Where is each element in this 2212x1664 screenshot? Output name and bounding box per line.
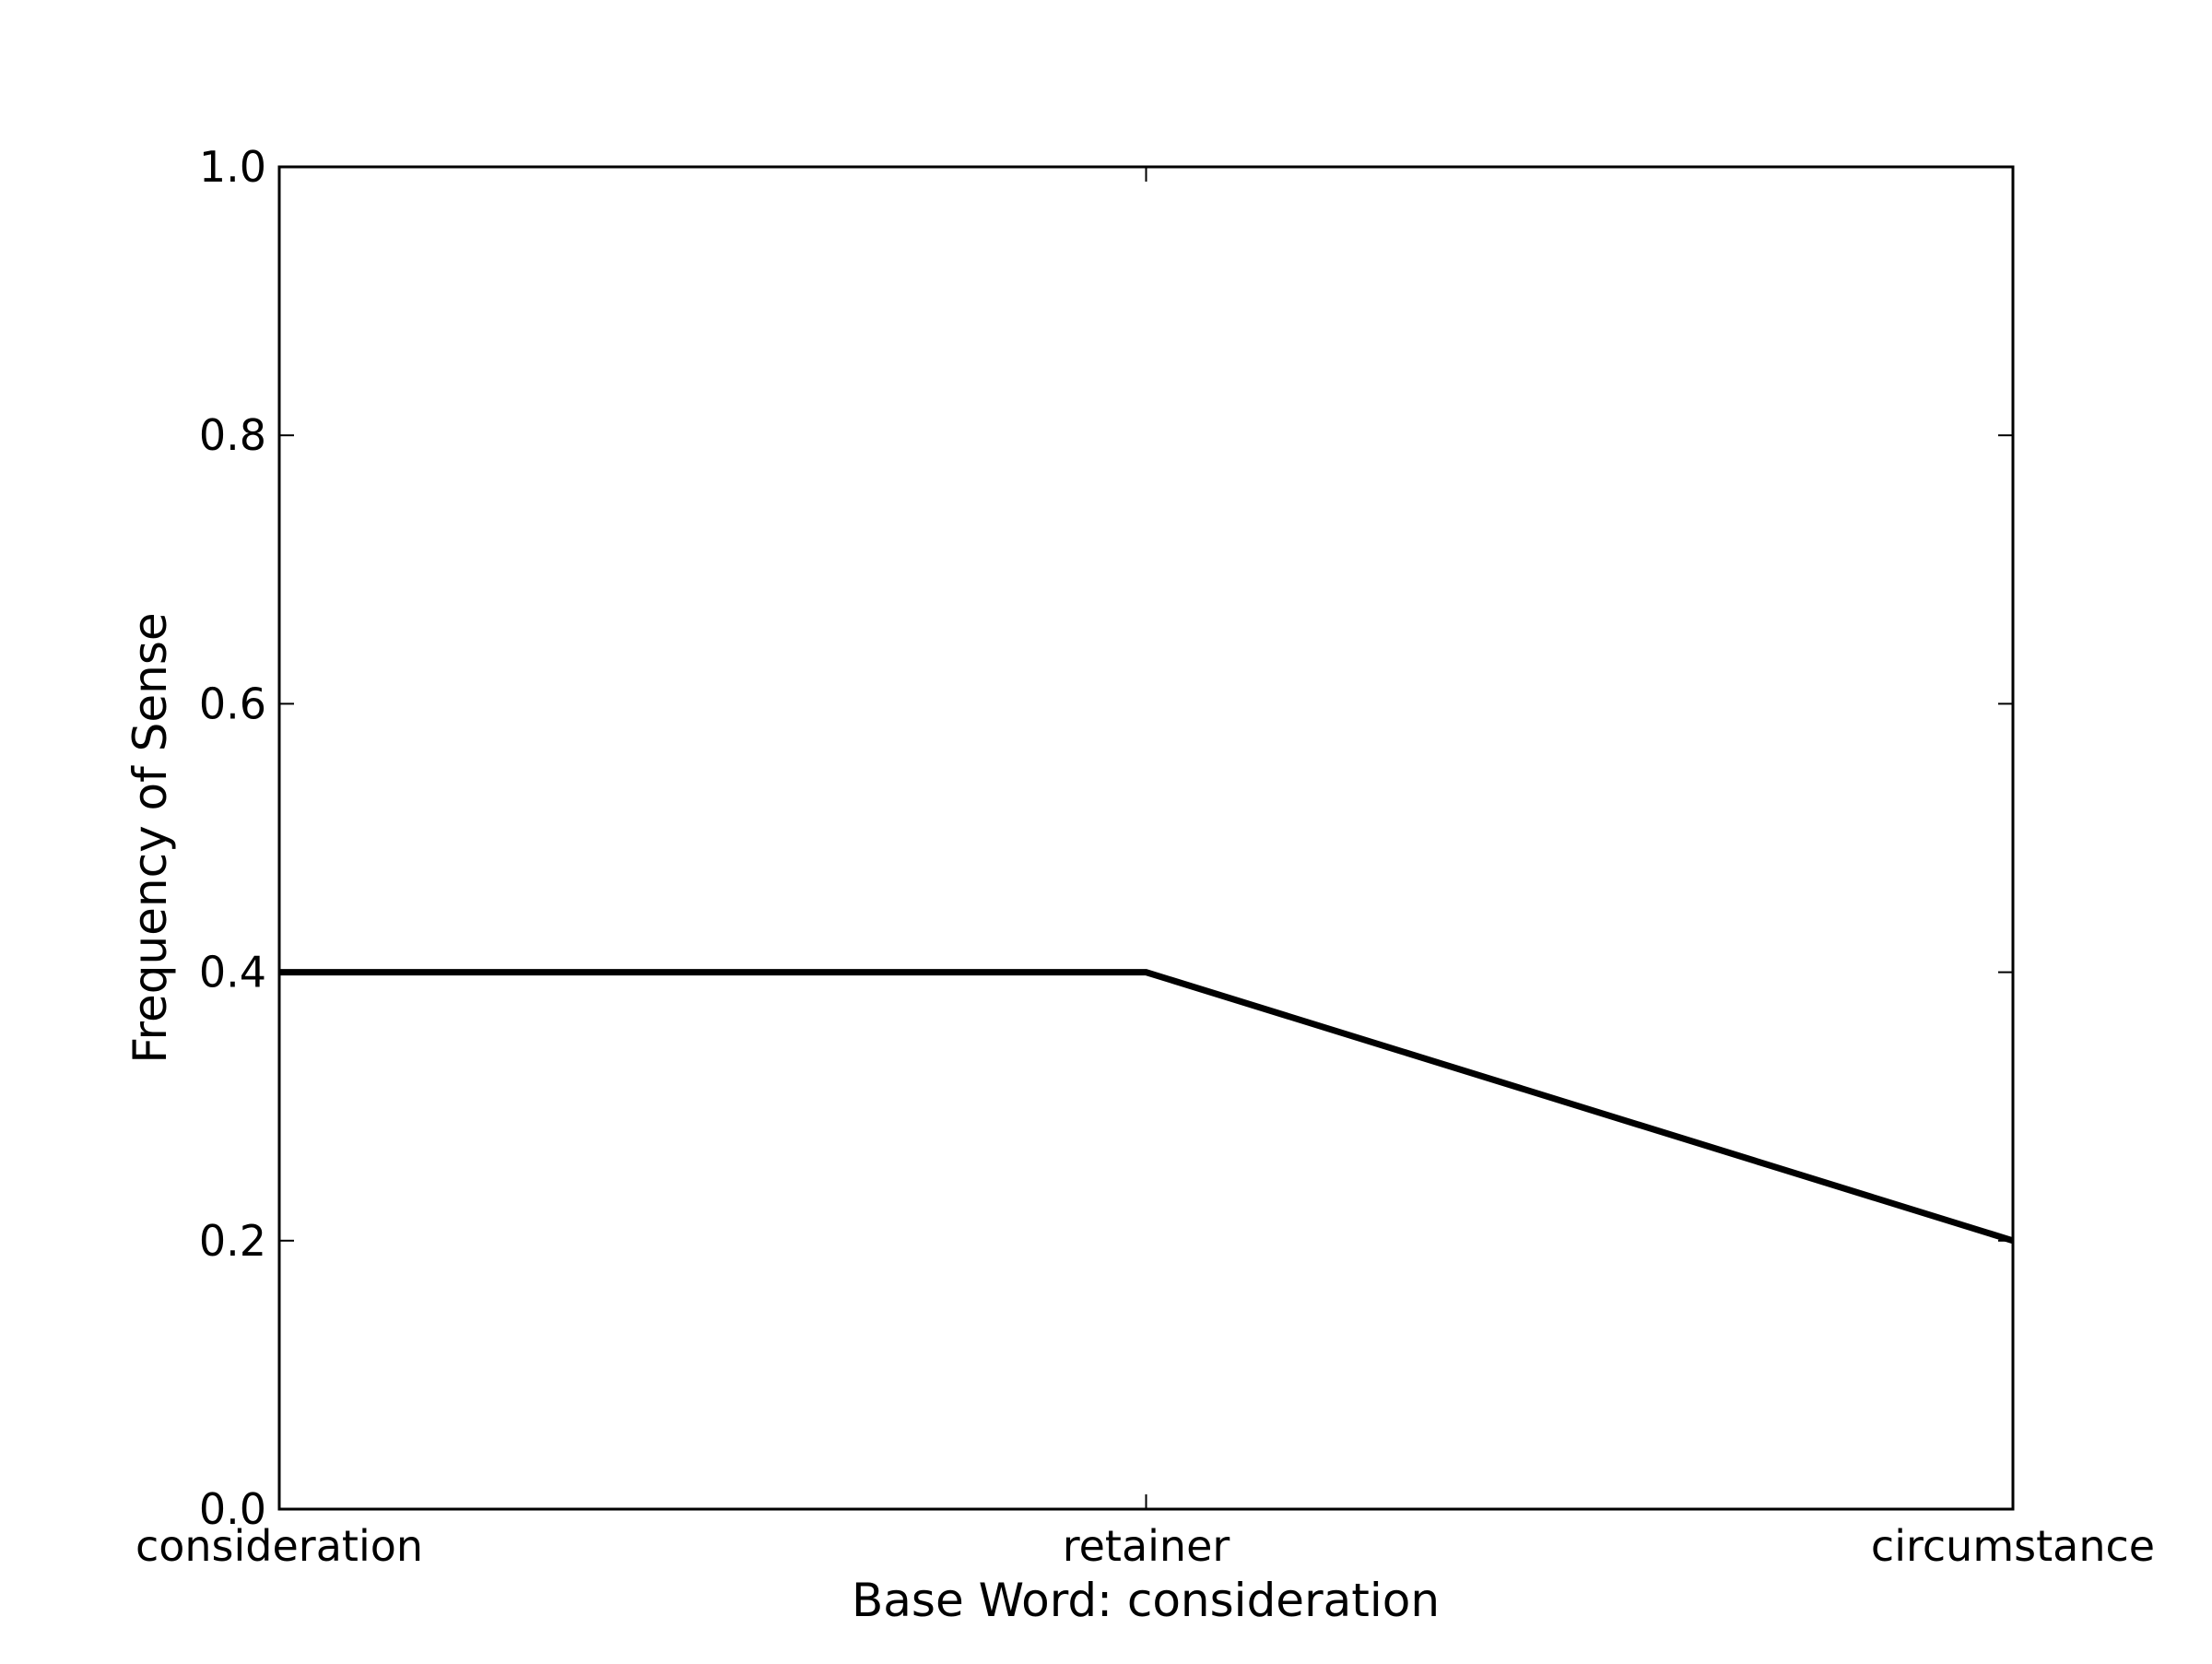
plot-area xyxy=(279,167,2013,1509)
y-tick-label: 0.6 xyxy=(199,679,266,728)
x-axis-label: Base Word: consideration xyxy=(852,1574,1440,1627)
x-tick-label: circumstance xyxy=(1871,1521,2155,1571)
y-axis-label: Frequency of Sense xyxy=(124,612,177,1063)
y-tick-label: 0.2 xyxy=(199,1216,266,1266)
y-tick-label: 1.0 xyxy=(199,142,266,192)
x-tick-label: consideration xyxy=(135,1521,423,1571)
x-tick-label: retainer xyxy=(1063,1521,1230,1571)
y-tick-label: 0.8 xyxy=(199,410,266,460)
y-tick-label: 0.4 xyxy=(199,948,266,997)
